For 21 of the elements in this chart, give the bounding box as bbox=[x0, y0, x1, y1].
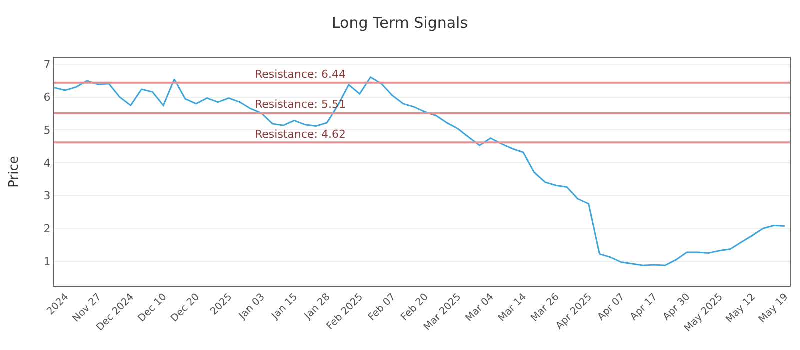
y-axis-title: Price bbox=[7, 156, 22, 188]
x-tick-label: Apr 07 bbox=[596, 292, 628, 324]
ref-line-label: Resistance: 4.62 bbox=[255, 128, 346, 141]
y-tick-label: 7 bbox=[44, 58, 51, 72]
x-tick-label: Dec 10 bbox=[136, 292, 170, 325]
y-tick-label: 3 bbox=[44, 190, 51, 203]
y-tick-label: 6 bbox=[44, 91, 51, 104]
x-tick-label: Jan 15 bbox=[269, 292, 300, 323]
x-tick-label: Apr 17 bbox=[628, 292, 660, 324]
x-tick-label: Mar 14 bbox=[496, 292, 530, 324]
x-tick-label: Feb 07 bbox=[366, 292, 398, 324]
y-tick-label: 4 bbox=[44, 156, 51, 170]
x-tick-label: Jan 03 bbox=[236, 292, 268, 323]
y-tick-label: 1 bbox=[44, 255, 51, 268]
y-tick-label: 5 bbox=[44, 124, 51, 138]
chart-title: Long Term Signals bbox=[332, 14, 468, 32]
x-tick-label: Dec 20 bbox=[169, 292, 202, 325]
x-tick-label: Mar 04 bbox=[464, 292, 496, 324]
y-tick-label: 2 bbox=[44, 222, 51, 236]
line-series bbox=[54, 76, 786, 266]
ref-line-label: Resistance: 6.44 bbox=[255, 68, 346, 81]
